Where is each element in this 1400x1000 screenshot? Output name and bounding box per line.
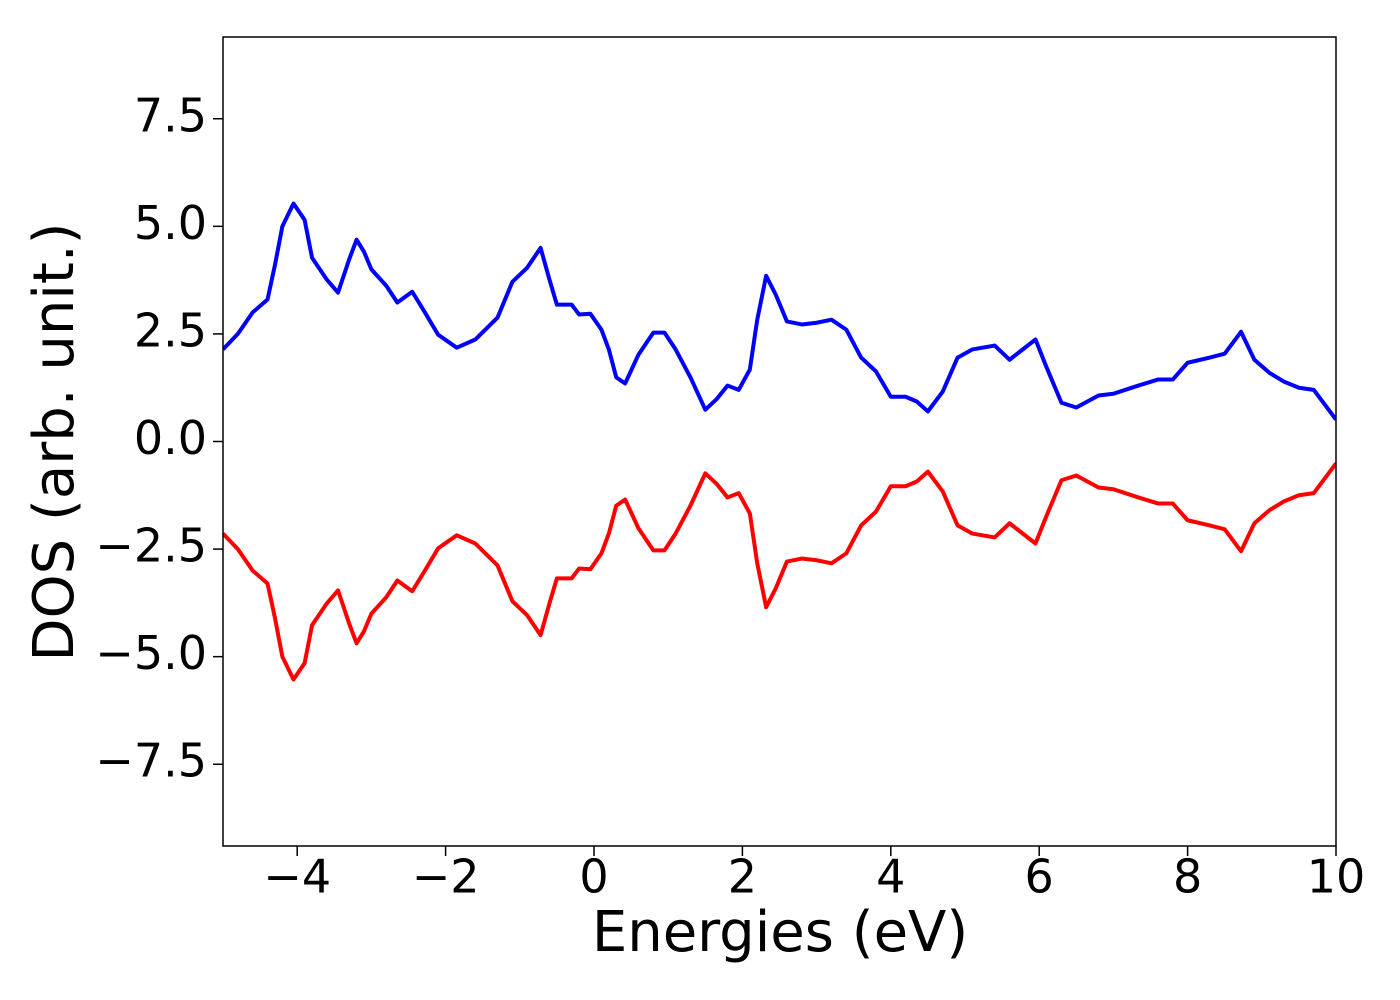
plot-frame [222, 36, 1337, 847]
series-line [223, 201, 1336, 421]
y-tick-label: 7.5 [134, 88, 207, 142]
x-tick-label: −2 [412, 850, 480, 904]
series-line [223, 462, 1336, 682]
y-axis-label: DOS (arb. unit.) [22, 222, 87, 661]
x-tick-label: 4 [876, 850, 905, 904]
x-tick-label: 6 [1025, 850, 1054, 904]
x-tick-label: −4 [263, 850, 331, 904]
y-tick-label: −5.0 [95, 626, 207, 680]
y-tick-label: −7.5 [95, 734, 207, 788]
y-tick-label: −2.5 [95, 519, 207, 573]
y-tick-label: 5.0 [134, 196, 207, 250]
x-axis-label: Energies (eV) [592, 900, 968, 965]
x-tick-label: 2 [728, 850, 757, 904]
x-tick-label: 8 [1173, 850, 1202, 904]
x-tick-label: 0 [579, 850, 608, 904]
y-tick-label: 0.0 [134, 411, 207, 465]
y-tick-label: 2.5 [134, 303, 207, 357]
x-tick-label: 10 [1307, 850, 1366, 904]
